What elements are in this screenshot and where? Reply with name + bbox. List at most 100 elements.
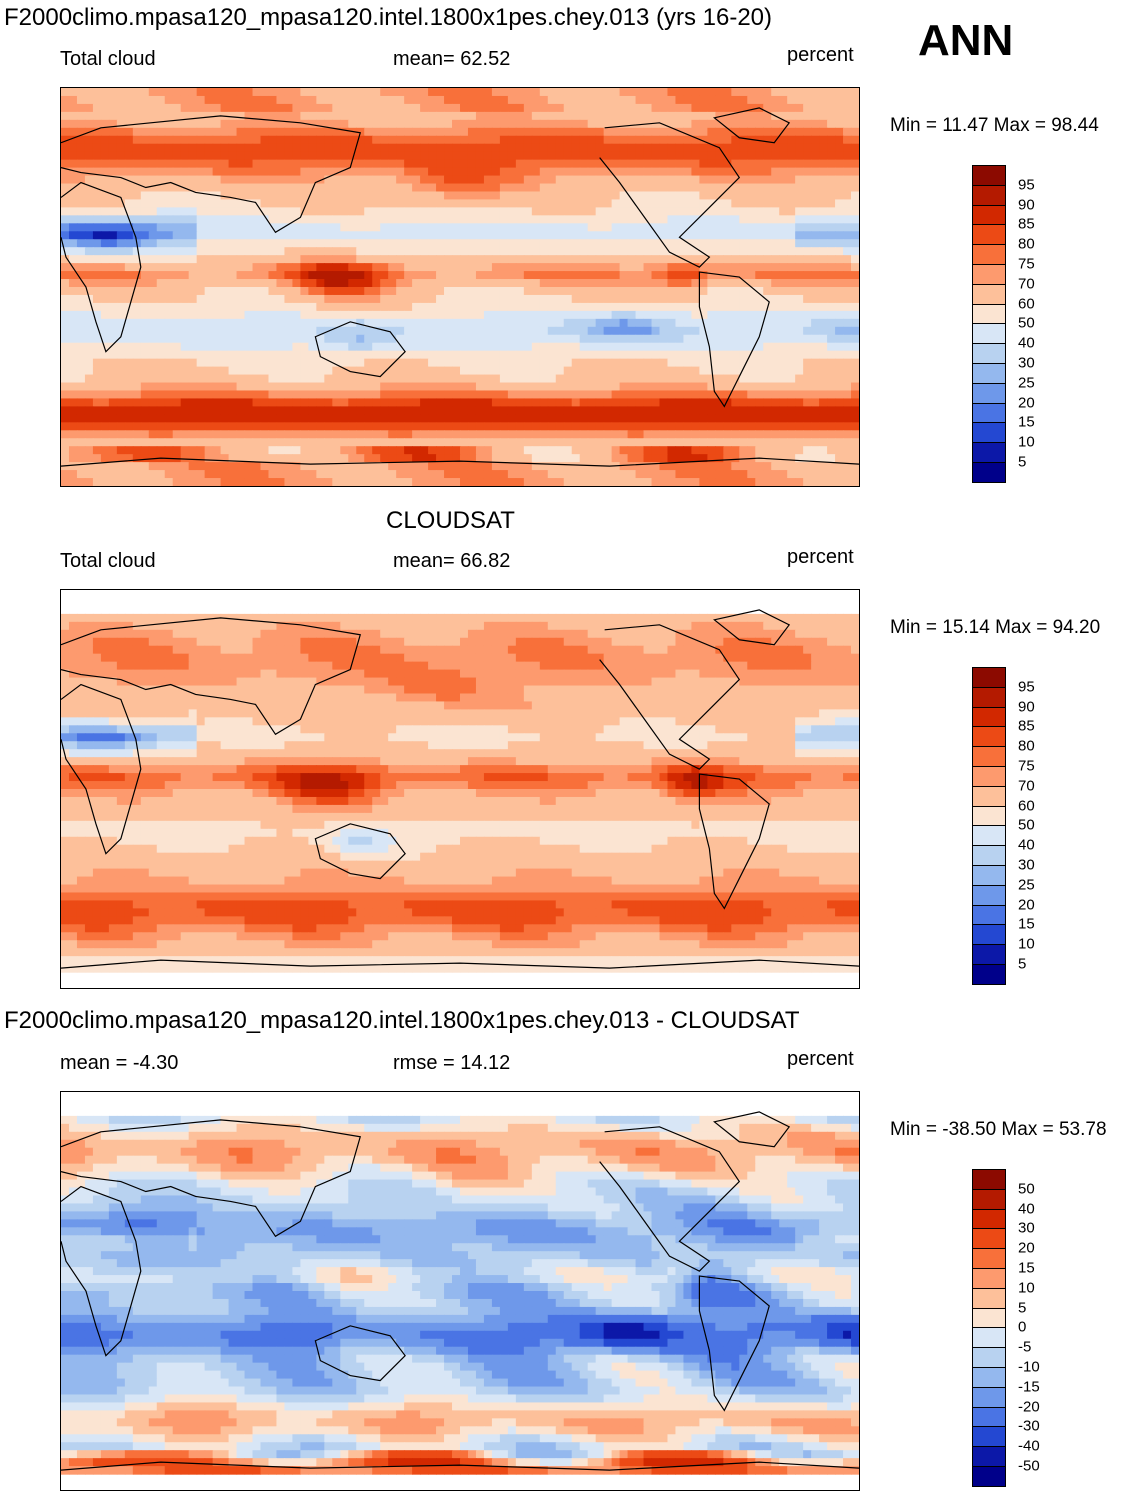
- field-cell: [428, 318, 437, 328]
- field-cell: [523, 366, 533, 376]
- field-cell: [388, 422, 397, 431]
- field-cell: [316, 478, 325, 486]
- field-cell: [436, 231, 445, 240]
- field-cell: [603, 430, 613, 439]
- field-cell: [819, 255, 828, 264]
- field-cell: [228, 294, 238, 304]
- field-cell: [300, 390, 309, 400]
- field-cell: [739, 167, 748, 177]
- field-cell: [284, 191, 294, 201]
- field-cell: [715, 247, 724, 256]
- field-cell: [332, 406, 341, 415]
- field-cell: [460, 470, 469, 479]
- field-cell: [835, 334, 844, 344]
- field-cell: [835, 326, 844, 336]
- field-cell: [539, 382, 549, 392]
- field-cell: [667, 302, 677, 312]
- field-cell: [132, 287, 142, 296]
- field-cell: [292, 263, 301, 272]
- field-cell: [523, 247, 533, 256]
- field-cell: [292, 390, 301, 400]
- field-cell: [779, 111, 788, 121]
- field-cell: [212, 279, 222, 288]
- field-cell: [603, 231, 613, 240]
- field-cell: [364, 390, 373, 400]
- field-cell: [587, 263, 597, 272]
- field-cell: [444, 167, 453, 177]
- field-cell: [515, 350, 525, 360]
- field-cell: [467, 438, 477, 447]
- field-cell: [715, 470, 724, 479]
- field-cell: [667, 88, 677, 97]
- field-cell: [475, 478, 485, 486]
- field-cell: [811, 167, 820, 177]
- field-cell: [579, 414, 589, 423]
- field-cell: [148, 342, 158, 352]
- field-cell: [332, 191, 341, 201]
- field-cell: [372, 191, 381, 201]
- field-cell: [491, 422, 501, 431]
- field-cell: [467, 350, 477, 360]
- field-cell: [507, 95, 517, 105]
- field-cell: [460, 390, 469, 400]
- field-cell: [388, 239, 397, 248]
- field-cell: [308, 366, 317, 376]
- field-cell: [388, 334, 397, 344]
- field-cell: [108, 239, 118, 248]
- field-cell: [475, 398, 485, 407]
- field-cell: [811, 103, 820, 113]
- field-cell: [324, 191, 333, 201]
- field-cell: [180, 88, 190, 97]
- field-cell: [843, 103, 852, 113]
- field-cell: [292, 191, 301, 201]
- field-cell: [763, 406, 772, 415]
- field-cell: [428, 462, 437, 471]
- field-cell: [755, 167, 764, 177]
- field-cell: [236, 294, 246, 304]
- field-cell: [811, 438, 820, 447]
- field-cell: [428, 207, 437, 216]
- field-cell: [460, 294, 469, 304]
- field-cell: [555, 191, 565, 201]
- field-cell: [316, 103, 325, 113]
- field-cell: [396, 223, 405, 232]
- field-cell: [388, 255, 397, 264]
- field-cell: [380, 247, 389, 256]
- field-cell: [244, 103, 254, 113]
- field-cell: [388, 111, 397, 121]
- field-cell: [531, 88, 541, 97]
- field-cell: [595, 478, 605, 486]
- field-cell: [436, 382, 445, 392]
- field-cell: [188, 334, 198, 344]
- field-cell: [244, 366, 254, 376]
- field-cell: [308, 446, 317, 455]
- field-cell: [268, 215, 278, 224]
- field-cell: [723, 342, 732, 352]
- field-cell: [651, 310, 661, 320]
- field-cell: [108, 438, 118, 447]
- field-cell: [396, 366, 405, 376]
- field-cell: [68, 271, 78, 280]
- field-cell: [268, 294, 278, 304]
- field-cell: [523, 310, 533, 320]
- field-cell: [412, 151, 421, 161]
- field-cell: [547, 446, 557, 455]
- field-cell: [436, 294, 445, 304]
- field-cell: [356, 470, 365, 479]
- field-cell: [212, 231, 222, 240]
- field-cell: [84, 478, 94, 486]
- field-cell: [316, 382, 325, 392]
- field-cell: [292, 271, 301, 280]
- field-cell: [252, 167, 262, 177]
- field-cell: [731, 310, 740, 320]
- field-cell: [547, 271, 557, 280]
- field-cell: [316, 310, 325, 320]
- field-cell: [587, 438, 597, 447]
- field-cell: [100, 438, 110, 447]
- field-cell: [467, 342, 477, 352]
- field-cell: [172, 183, 182, 193]
- field-cell: [619, 478, 629, 486]
- field-cell: [220, 358, 230, 368]
- field-cell: [316, 231, 325, 240]
- field-cell: [436, 390, 445, 400]
